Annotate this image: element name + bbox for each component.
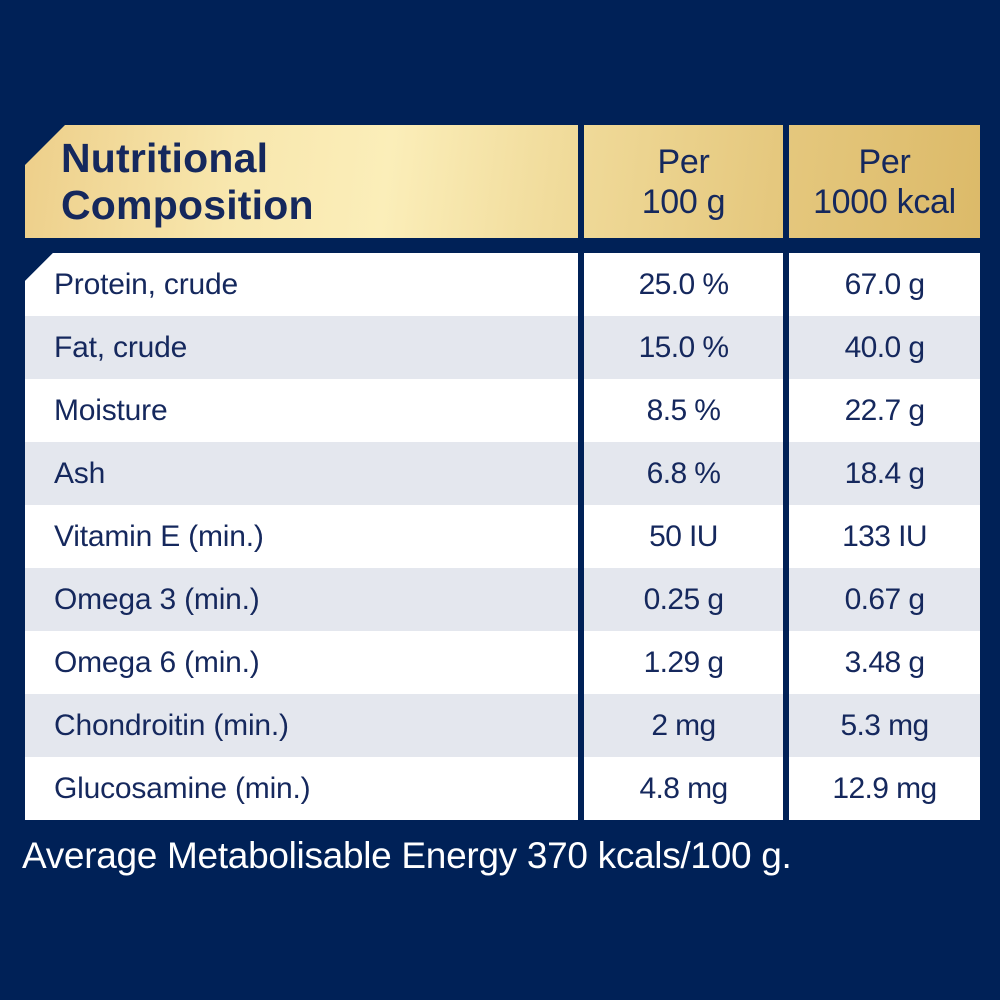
table-title: Nutritional Composition <box>61 134 314 228</box>
column-divider <box>578 379 584 442</box>
row-value-per-100g: 8.5 % <box>646 393 721 427</box>
row-label: Chondroitin (min.) <box>54 708 289 742</box>
row-value-per-100g: 1.29 g <box>643 645 724 679</box>
table-header-band: Nutritional Composition Per 100 g Per 10… <box>25 125 980 238</box>
row-value-per-1000kcal: 67.0 g <box>844 267 925 301</box>
row-value-per-100g: 25.0 % <box>638 267 729 301</box>
column-header-line: Per <box>858 142 911 181</box>
column-divider <box>783 568 789 631</box>
metabolisable-energy-note: Average Metabolisable Energy 370 kcals/1… <box>22 835 792 876</box>
column-divider <box>578 316 584 379</box>
row-label: Vitamin E (min.) <box>54 519 264 553</box>
row-value-per-100g: 50 IU <box>649 519 718 553</box>
column-header-per-100g: Per 100 g <box>584 125 783 238</box>
column-divider <box>578 253 584 316</box>
row-label: Ash <box>54 456 106 490</box>
column-divider <box>783 253 789 316</box>
row-value-per-1000kcal: 3.48 g <box>844 645 925 679</box>
row-value-per-100g: 2 mg <box>651 708 716 742</box>
column-header-line: Per <box>657 142 710 181</box>
table-row-chondroitin: Chondroitin (min.) 2 mg 5.3 mg <box>25 694 980 757</box>
table-header-title-cell: Nutritional Composition <box>25 125 578 238</box>
column-divider <box>578 442 584 505</box>
row-label: Omega 6 (min.) <box>54 645 260 679</box>
row-value-per-1000kcal: 5.3 mg <box>840 708 929 742</box>
column-divider <box>578 631 584 694</box>
table-row-glucosamine: Glucosamine (min.) 4.8 mg 12.9 mg <box>25 757 980 820</box>
table-row-protein: Protein, crude 25.0 % 67.0 g <box>25 253 980 316</box>
column-divider <box>783 442 789 505</box>
column-divider <box>783 125 789 238</box>
row-value-per-100g: 0.25 g <box>643 582 724 616</box>
row-value-per-100g: 15.0 % <box>638 330 729 364</box>
table-row-vitamin-e: Vitamin E (min.) 50 IU 133 IU <box>25 505 980 568</box>
row-value-per-1000kcal: 40.0 g <box>844 330 925 364</box>
row-label: Glucosamine (min.) <box>54 771 311 805</box>
row-value-per-1000kcal: 133 IU <box>842 519 927 553</box>
table-row-omega-6: Omega 6 (min.) 1.29 g 3.48 g <box>25 631 980 694</box>
column-header-line: 1000 kcal <box>813 182 956 221</box>
column-divider <box>783 757 789 820</box>
column-divider <box>783 694 789 757</box>
column-header-line: 100 g <box>641 182 726 221</box>
row-value-per-1000kcal: 18.4 g <box>844 456 925 490</box>
column-divider <box>783 631 789 694</box>
table-row-ash: Ash 6.8 % 18.4 g <box>25 442 980 505</box>
column-divider <box>783 316 789 379</box>
row-label: Omega 3 (min.) <box>54 582 260 616</box>
row-value-per-100g: 4.8 mg <box>639 771 728 805</box>
row-value-per-1000kcal: 12.9 mg <box>832 771 937 805</box>
row-value-per-1000kcal: 22.7 g <box>844 393 925 427</box>
row-label: Fat, crude <box>54 330 188 364</box>
column-divider <box>578 757 584 820</box>
table-row-omega-3: Omega 3 (min.) 0.25 g 0.67 g <box>25 568 980 631</box>
column-divider <box>578 505 584 568</box>
row-label: Protein, crude <box>54 267 238 301</box>
column-divider <box>578 694 584 757</box>
column-divider <box>783 379 789 442</box>
column-header-per-1000kcal: Per 1000 kcal <box>789 125 980 238</box>
row-label: Moisture <box>54 393 168 427</box>
column-divider <box>578 568 584 631</box>
row-value-per-1000kcal: 0.67 g <box>844 582 925 616</box>
row-value-per-100g: 6.8 % <box>646 456 721 490</box>
table-row-moisture: Moisture 8.5 % 22.7 g <box>25 379 980 442</box>
column-divider <box>783 505 789 568</box>
table-row-fat: Fat, crude 15.0 % 40.0 g <box>25 316 980 379</box>
nutrition-table: Protein, crude 25.0 % 67.0 g Fat, crude … <box>25 253 980 820</box>
column-divider <box>578 125 584 238</box>
